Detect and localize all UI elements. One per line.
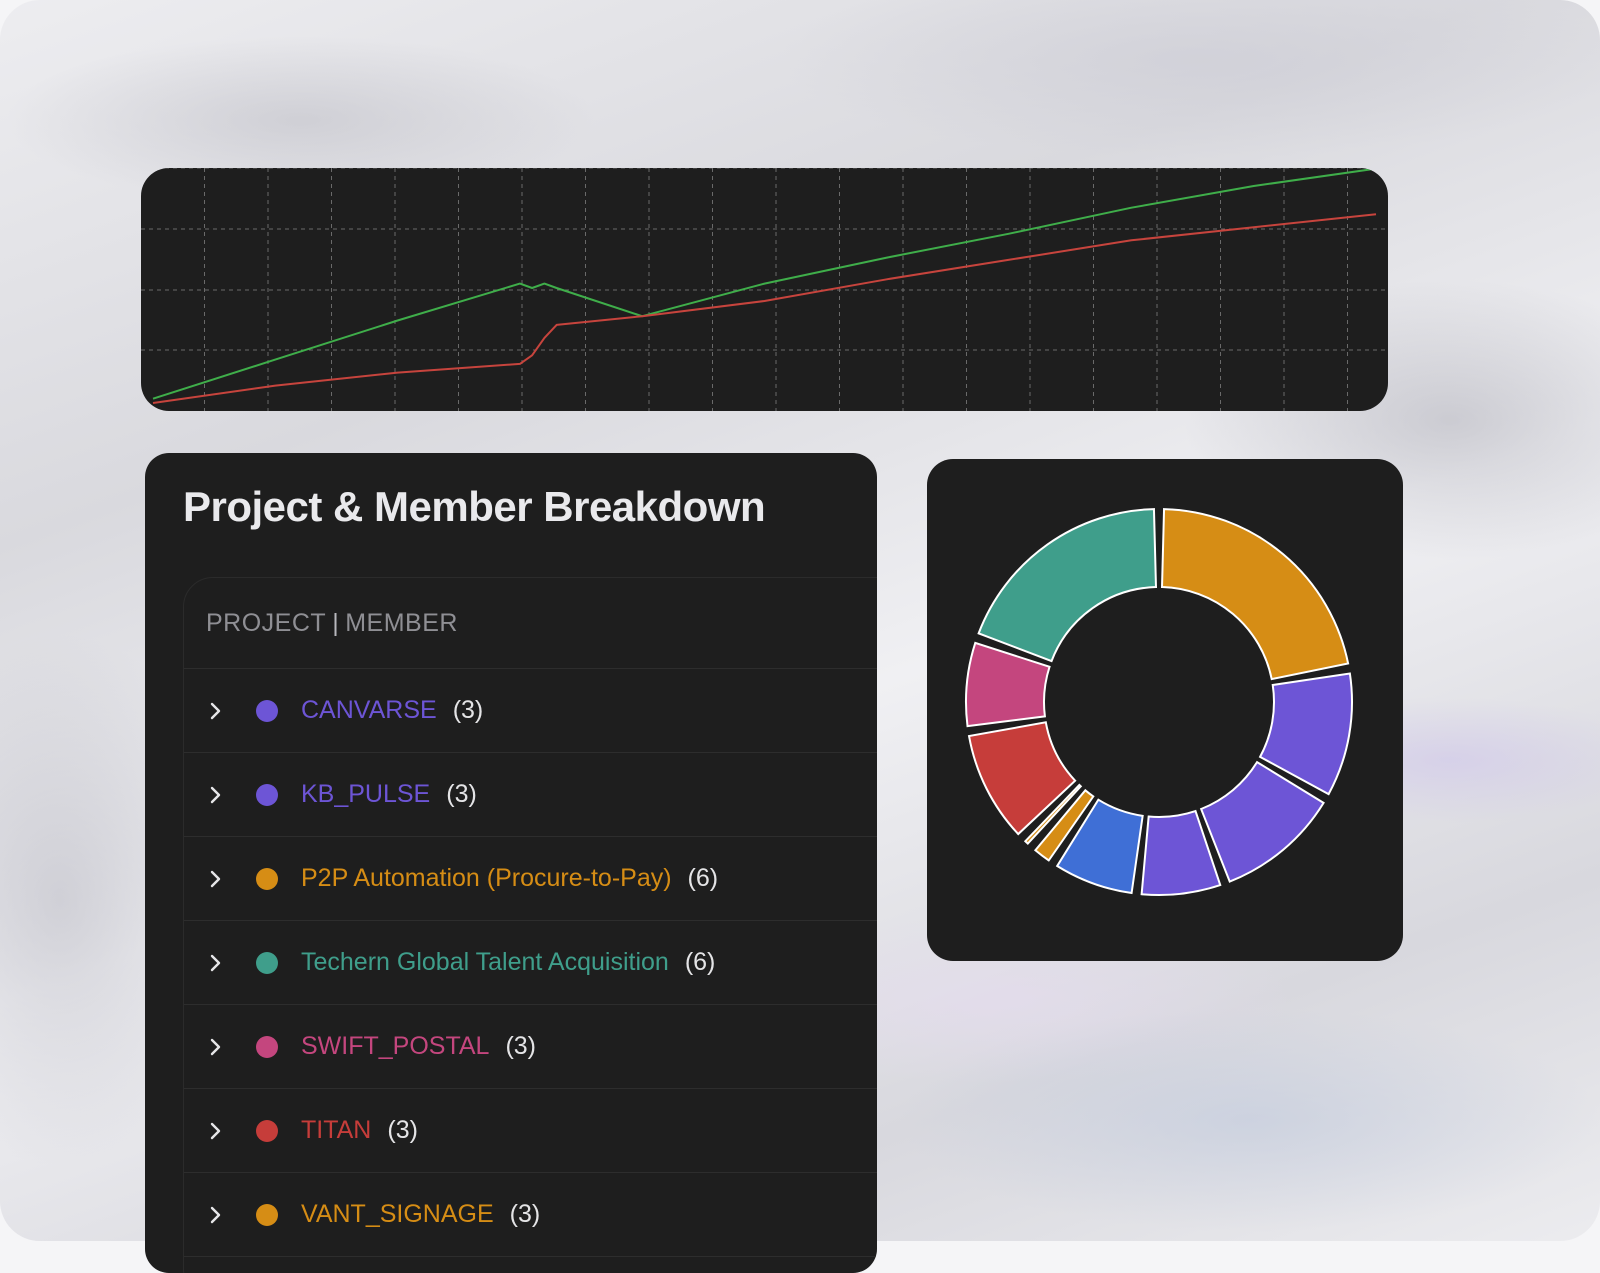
project-name[interactable]: KB_PULSE	[301, 780, 431, 808]
donut-slice-6[interactable]	[1033, 788, 1095, 862]
project-name[interactable]: TITAN	[301, 1116, 372, 1144]
member-count: (3)	[446, 780, 477, 808]
chevron-right-icon[interactable]	[209, 1121, 249, 1141]
donut-slice-4[interactable]	[1140, 809, 1222, 896]
chevron-right-icon[interactable]	[209, 701, 249, 721]
table-row[interactable]: KB_PULSE (3)	[184, 753, 877, 837]
project-color-dot	[256, 867, 278, 890]
table-row[interactable]: CANVARSE (3)	[184, 669, 877, 753]
chevron-right-icon[interactable]	[209, 785, 249, 805]
member-count: (3)	[509, 1200, 541, 1228]
line-chart	[141, 168, 1388, 411]
chevron-right-icon[interactable]	[209, 1037, 249, 1057]
donut-slice-1[interactable]	[1160, 508, 1350, 681]
table-header: PROJECT | MEMBER	[184, 578, 877, 669]
line-series-2	[152, 213, 1377, 404]
project-color-dot	[256, 1119, 278, 1142]
project-breakdown-card: Project & Member Breakdown PROJECT | MEM…	[145, 453, 877, 1273]
table-row[interactable]: Techern Global Talent Acquisition (6)	[184, 921, 877, 1005]
header-separator: |	[332, 608, 340, 637]
project-color-dot	[256, 1035, 278, 1058]
donut-chart	[965, 508, 1353, 896]
chevron-right-icon[interactable]	[209, 1205, 249, 1225]
line-chart-card	[141, 168, 1388, 411]
card-title: Project & Member Breakdown	[183, 483, 766, 530]
member-count: (6)	[687, 864, 719, 892]
donut-slice-5[interactable]	[1055, 798, 1144, 895]
breakdown-table: PROJECT | MEMBER CANVARSE (3) KB_PULSE (3) P…	[183, 577, 877, 1273]
donut-slice-7[interactable]	[1023, 783, 1083, 845]
member-count: (6)	[684, 948, 716, 976]
project-color-dot	[256, 1203, 278, 1226]
line-series-1	[152, 168, 1377, 400]
project-name[interactable]: CANVARSE	[301, 696, 437, 724]
member-count: (3)	[387, 1116, 418, 1144]
member-column-header: MEMBER	[345, 608, 458, 637]
donut-chart-card	[927, 459, 1403, 961]
table-row[interactable]: SWIFT_POSTAL (3)	[184, 1005, 877, 1089]
table-row[interactable]: P2P Automation (Procure-to-Pay) (6)	[184, 837, 877, 921]
project-color-dot	[256, 783, 278, 806]
member-count: (3)	[452, 696, 484, 724]
grid-lines	[141, 168, 1388, 411]
donut-slice-8[interactable]	[967, 721, 1077, 836]
project-color-dot	[256, 951, 278, 974]
chevron-right-icon[interactable]	[209, 869, 249, 889]
member-count: (3)	[505, 1032, 537, 1060]
table-row[interactable]: TITAN (3)	[184, 1089, 877, 1173]
project-column-header: PROJECT	[206, 608, 327, 637]
donut-slice-3[interactable]	[1199, 760, 1325, 883]
donut-slice-10[interactable]	[977, 508, 1158, 663]
chevron-right-icon[interactable]	[209, 953, 249, 973]
table-body: CANVARSE (3) KB_PULSE (3) P2P Automation (Pr…	[184, 669, 877, 1257]
project-color-dot	[256, 699, 278, 722]
donut-slice-9[interactable]	[965, 641, 1051, 728]
project-name[interactable]: SWIFT_POSTAL	[301, 1032, 490, 1060]
project-name[interactable]: Techern Global Talent Acquisition	[301, 948, 669, 976]
project-name[interactable]: P2P Automation (Procure-to-Pay)	[301, 864, 672, 892]
project-name[interactable]: VANT_SIGNAGE	[301, 1200, 494, 1228]
donut-slice-2[interactable]	[1258, 672, 1353, 796]
table-row[interactable]: VANT_SIGNAGE (3)	[184, 1173, 877, 1257]
